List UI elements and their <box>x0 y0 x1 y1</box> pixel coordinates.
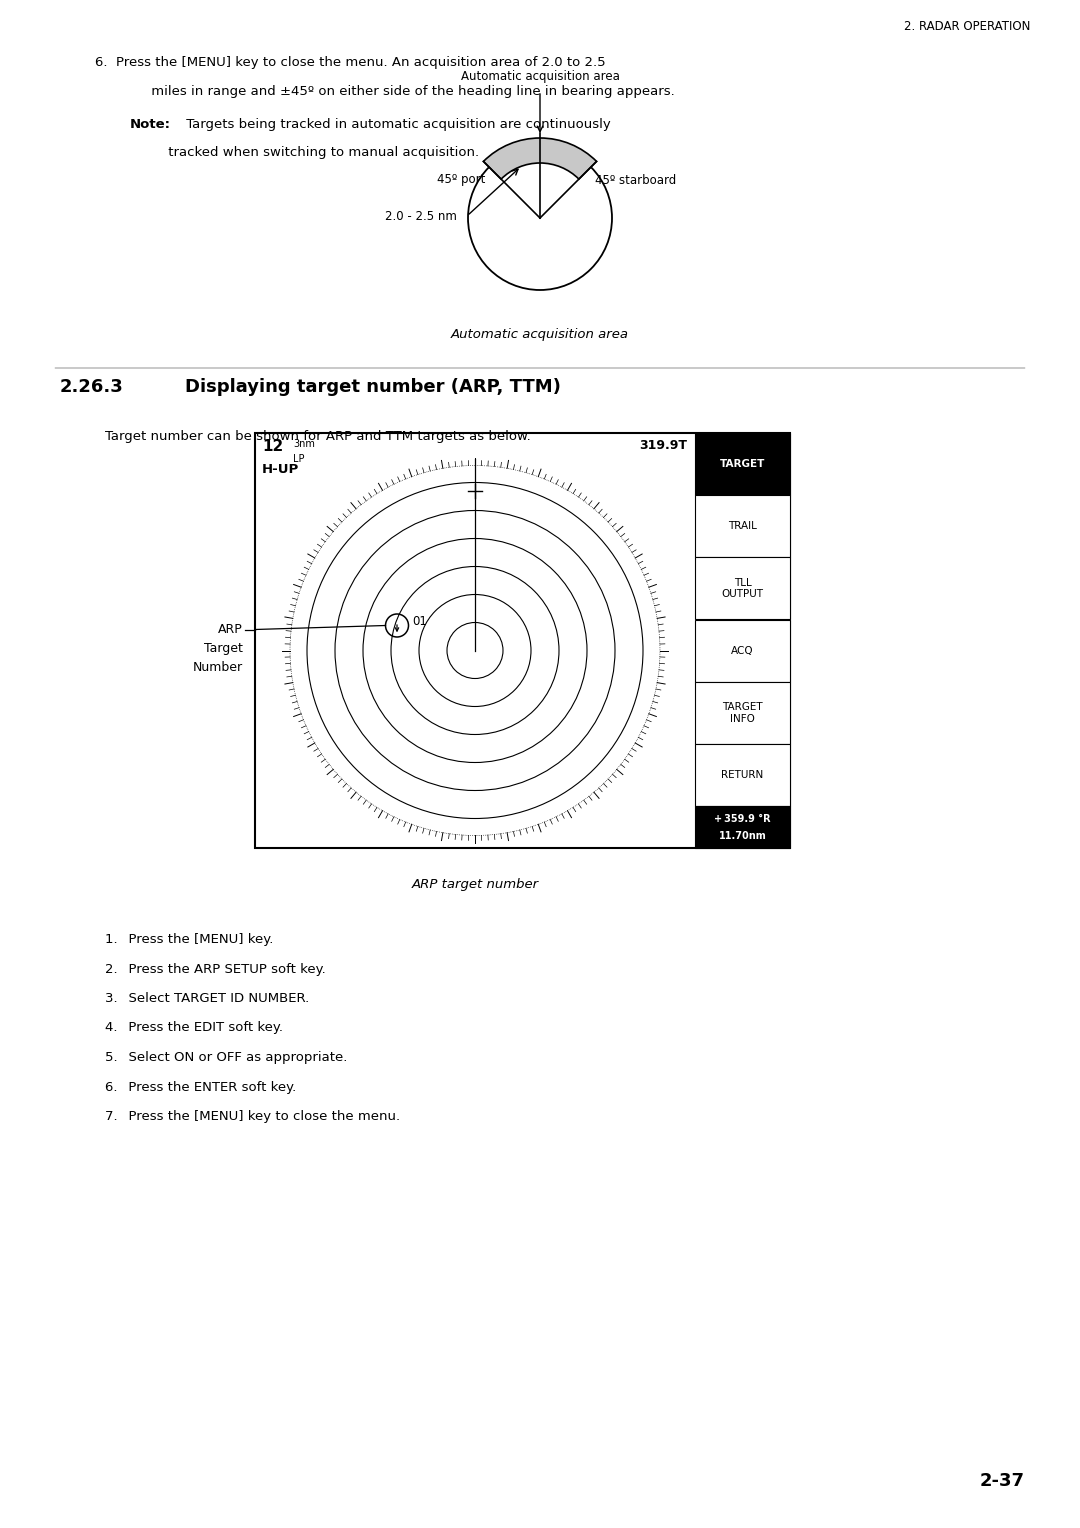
Bar <box>696 619 789 681</box>
Text: Note:: Note: <box>130 118 171 131</box>
Text: tracked when switching to manual acquisition.: tracked when switching to manual acquisi… <box>130 147 480 159</box>
Text: 11.70nm: 11.70nm <box>718 831 767 842</box>
Text: Number: Number <box>193 662 243 674</box>
Bar <box>696 558 789 619</box>
Text: 3nm: 3nm <box>293 439 315 449</box>
Text: TARGET
INFO: TARGET INFO <box>723 701 762 724</box>
Bar <box>696 805 789 848</box>
Text: H-UP: H-UP <box>262 463 299 477</box>
Text: 4.  Press the EDIT soft key.: 4. Press the EDIT soft key. <box>105 1022 283 1034</box>
Text: 45º port: 45º port <box>436 174 485 186</box>
Text: ACQ: ACQ <box>731 646 754 656</box>
Wedge shape <box>484 138 596 179</box>
Text: LP: LP <box>293 454 305 465</box>
Text: 2-37: 2-37 <box>980 1471 1025 1490</box>
Text: 12: 12 <box>262 439 283 454</box>
Text: Automatic acquisition area: Automatic acquisition area <box>451 329 629 341</box>
Text: ARP: ARP <box>218 623 243 636</box>
Text: 2.  Press the ARP SETUP soft key.: 2. Press the ARP SETUP soft key. <box>105 963 326 975</box>
Text: 1.  Press the [MENU] key.: 1. Press the [MENU] key. <box>105 934 273 946</box>
Bar <box>255 432 789 848</box>
Text: 3.  Select TARGET ID NUMBER.: 3. Select TARGET ID NUMBER. <box>105 992 309 1005</box>
Text: RETURN: RETURN <box>721 770 764 779</box>
Text: 7.  Press the [MENU] key to close the menu.: 7. Press the [MENU] key to close the men… <box>105 1109 400 1123</box>
Text: 6.  Press the ENTER soft key.: 6. Press the ENTER soft key. <box>105 1080 296 1094</box>
Text: 5.  Select ON or OFF as appropriate.: 5. Select ON or OFF as appropriate. <box>105 1051 348 1063</box>
Text: TLL
OUTPUT: TLL OUTPUT <box>721 578 764 599</box>
Bar <box>696 681 789 744</box>
Text: ARP target number: ARP target number <box>411 879 539 891</box>
Text: 01: 01 <box>413 614 428 628</box>
Text: Displaying target number (ARP, TTM): Displaying target number (ARP, TTM) <box>185 377 561 396</box>
Text: 2.0 - 2.5 nm: 2.0 - 2.5 nm <box>384 209 457 223</box>
Text: 2.26.3: 2.26.3 <box>60 377 124 396</box>
Text: TARGET: TARGET <box>719 458 766 469</box>
Text: 45º starboard: 45º starboard <box>595 174 676 186</box>
Text: TRAIL: TRAIL <box>728 521 757 532</box>
Text: miles in range and ±45º on either side of the heading line in bearing appears.: miles in range and ±45º on either side o… <box>130 84 675 98</box>
Text: 319.9T: 319.9T <box>639 439 687 452</box>
Text: 2. RADAR OPERATION: 2. RADAR OPERATION <box>904 20 1030 34</box>
Text: + 359.9 °R: + 359.9 °R <box>714 813 771 824</box>
Text: Automatic acquisition area: Automatic acquisition area <box>460 70 620 83</box>
Bar <box>696 432 789 495</box>
Text: Target number can be shown for ARP and TTM targets as below.: Target number can be shown for ARP and T… <box>105 429 530 443</box>
Text: Target: Target <box>204 642 243 656</box>
Bar <box>696 744 789 805</box>
Text: 6.  Press the [MENU] key to close the menu. An acquisition area of 2.0 to 2.5: 6. Press the [MENU] key to close the men… <box>95 57 606 69</box>
Text: Targets being tracked in automatic acquisition are continuously: Targets being tracked in automatic acqui… <box>183 118 611 131</box>
Bar <box>696 495 789 558</box>
